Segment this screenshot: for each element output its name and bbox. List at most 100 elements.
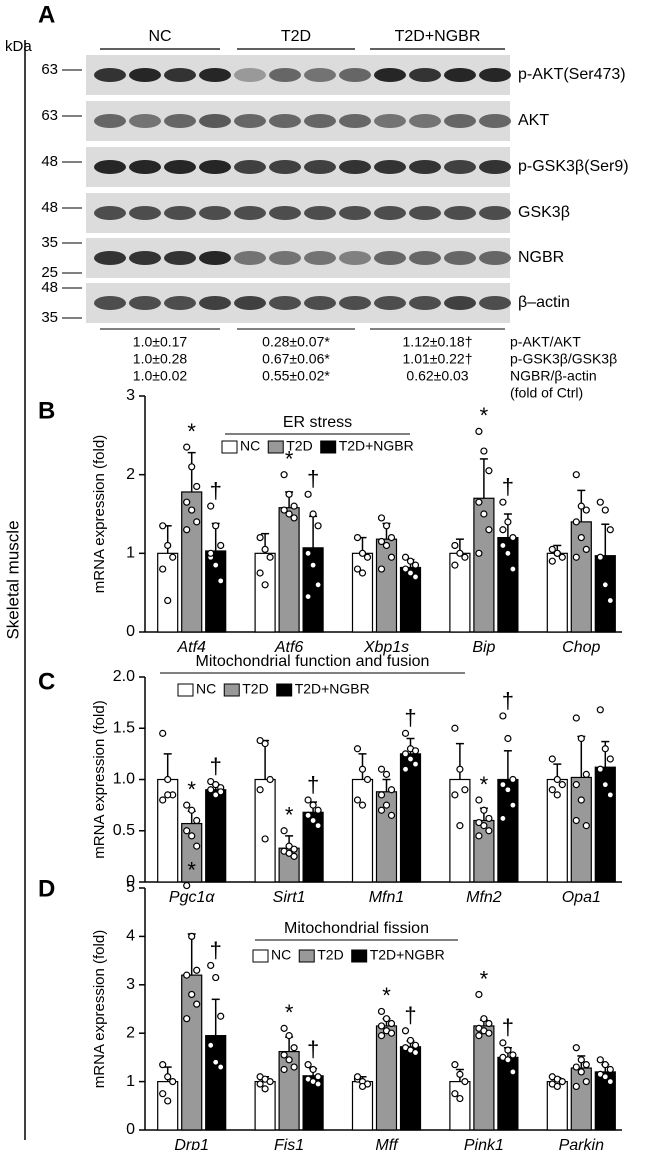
data-point	[358, 569, 367, 577]
data-point	[558, 781, 566, 789]
data-point	[411, 747, 420, 755]
data-point	[256, 1080, 264, 1088]
blot-band	[129, 206, 161, 220]
data-point	[485, 1029, 493, 1037]
data-point	[475, 549, 483, 557]
data-point	[606, 596, 614, 605]
legend-label: T2D	[242, 681, 268, 697]
x-tick-label: Mfn2	[466, 889, 502, 906]
data-point	[183, 827, 191, 835]
data-point	[217, 1012, 225, 1020]
data-point	[596, 1056, 604, 1064]
data-point	[577, 734, 585, 743]
data-point	[596, 765, 604, 773]
data-point	[401, 765, 410, 773]
blot-band	[339, 68, 371, 82]
blot-band	[269, 68, 301, 82]
panel-letter: D	[38, 875, 55, 902]
bar	[351, 552, 374, 633]
blot-band	[129, 296, 161, 310]
data-point	[456, 1094, 464, 1103]
blot-band	[269, 296, 301, 310]
data-point	[582, 770, 590, 778]
data-point	[285, 1032, 293, 1040]
legend-title: ER stress	[283, 414, 352, 431]
data-point	[548, 786, 556, 794]
data-point	[451, 791, 459, 799]
data-point	[401, 553, 410, 561]
legend-swatch	[252, 949, 269, 963]
blot-band	[409, 206, 441, 220]
y-tick-label: 3	[126, 387, 135, 404]
data-point	[304, 796, 312, 804]
data-point	[212, 791, 220, 799]
significance-mark: *	[480, 966, 489, 991]
significance-mark: †	[307, 1036, 319, 1061]
data-point	[280, 1024, 288, 1032]
protein-name: GSK3β	[518, 204, 570, 221]
data-point	[304, 592, 312, 601]
bar	[497, 778, 519, 883]
data-point	[606, 755, 614, 763]
data-point	[411, 1048, 420, 1057]
blot-band	[199, 68, 231, 82]
data-point	[601, 581, 609, 589]
data-point	[572, 1044, 580, 1052]
data-point	[504, 518, 512, 526]
data-point	[401, 565, 410, 573]
data-point	[596, 553, 604, 561]
legend-label: NC	[271, 947, 291, 963]
data-point	[314, 581, 322, 589]
y-tick-label: 1.0	[113, 771, 135, 788]
y-tick-label: 4	[126, 928, 135, 945]
blot-band	[304, 114, 336, 128]
blot-band	[164, 114, 196, 128]
data-point	[377, 791, 386, 799]
significance-mark: †	[502, 688, 514, 713]
data-point	[304, 1061, 312, 1069]
bar	[181, 822, 203, 883]
data-point	[377, 806, 386, 814]
blot-band	[234, 68, 266, 82]
data-point	[411, 1041, 420, 1049]
data-point	[461, 1077, 469, 1086]
data-point	[188, 932, 196, 941]
blot-band	[374, 206, 406, 220]
blot-band	[374, 114, 406, 128]
data-point	[485, 467, 493, 475]
data-point	[212, 522, 220, 530]
bar	[399, 753, 422, 883]
data-point	[309, 561, 317, 569]
y-tick-label: 2	[126, 1024, 135, 1041]
y-tick-label: 3	[126, 976, 135, 993]
data-point	[207, 777, 215, 786]
blot-band	[164, 251, 196, 265]
data-point	[509, 565, 517, 573]
data-point	[193, 482, 201, 491]
data-point	[456, 765, 464, 773]
data-point	[377, 514, 386, 522]
quant-value: 0.55±0.02*	[262, 368, 330, 384]
blot-band	[304, 251, 336, 265]
data-point	[406, 1036, 415, 1045]
data-point	[193, 518, 201, 526]
data-point	[353, 565, 362, 573]
legend-label: T2D+NGBR	[339, 438, 414, 454]
data-point	[207, 786, 215, 794]
legend-label: NC	[196, 681, 216, 697]
significance-mark: †	[210, 753, 222, 778]
data-point	[183, 498, 191, 506]
blot-band	[269, 206, 301, 220]
y-tick-label: 1	[126, 1073, 135, 1090]
blot-band	[479, 296, 511, 310]
data-point	[280, 506, 288, 514]
data-point	[285, 849, 293, 857]
data-point	[358, 765, 367, 773]
blot-band	[409, 114, 441, 128]
data-point	[266, 1077, 274, 1086]
data-point	[304, 490, 312, 498]
data-point	[159, 565, 167, 573]
data-point	[188, 463, 196, 471]
x-tick-label: Atf4	[176, 639, 206, 656]
data-point	[212, 973, 220, 982]
